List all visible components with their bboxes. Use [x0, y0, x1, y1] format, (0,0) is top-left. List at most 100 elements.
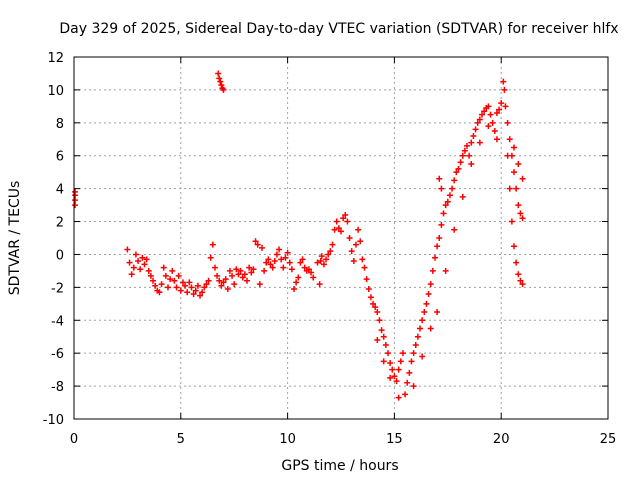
data-point [513, 259, 520, 266]
data-point [156, 289, 163, 296]
data-point [410, 383, 417, 390]
data-point [250, 266, 257, 273]
y-tick-label: -8 [51, 380, 64, 395]
data-point [427, 325, 434, 332]
data-point [352, 241, 359, 248]
data-point [316, 281, 323, 288]
data-point [207, 254, 214, 261]
y-tick-label: -10 [43, 413, 64, 428]
data-point [267, 261, 274, 268]
data-point [380, 358, 387, 365]
data-point [342, 211, 349, 218]
y-tick-label: -4 [51, 314, 64, 329]
data-point [317, 258, 324, 265]
data-point [233, 266, 240, 273]
data-point [402, 391, 409, 398]
x-axis-label: GPS time / hours [281, 458, 398, 474]
data-point [186, 279, 193, 286]
data-point [273, 251, 280, 258]
data-point [361, 264, 368, 271]
data-point [455, 165, 462, 172]
y-tick-label: 8 [56, 117, 64, 132]
data-point [446, 192, 453, 199]
data-point [335, 225, 342, 232]
data-point [517, 277, 524, 284]
data-point [513, 185, 520, 192]
data-point [164, 284, 171, 291]
data-point [370, 300, 377, 307]
data-point [340, 215, 347, 222]
data-point [395, 394, 402, 401]
data-point [489, 119, 496, 126]
data-point [179, 279, 186, 286]
data-point [177, 287, 184, 294]
data-point [453, 169, 460, 176]
data-point [252, 238, 259, 245]
data-point [457, 159, 464, 166]
data-point [501, 86, 508, 93]
data-point [130, 264, 137, 271]
data-point [508, 218, 515, 225]
grid-lines [74, 57, 608, 419]
data-point [376, 317, 383, 324]
data-point [393, 378, 400, 385]
data-point [217, 78, 224, 85]
data-point [496, 106, 503, 113]
data-point [280, 264, 287, 271]
data-point [269, 264, 276, 271]
data-point [190, 290, 197, 297]
y-tick-label: 4 [56, 183, 64, 198]
data-point [519, 281, 526, 288]
x-tick-label: 25 [600, 432, 617, 447]
data-point [220, 279, 227, 286]
data-point [367, 294, 374, 301]
data-point [209, 241, 216, 248]
plot-frame [73, 56, 609, 420]
data-point [504, 152, 511, 159]
data-point [384, 350, 391, 357]
data-point [241, 271, 248, 278]
data-point [414, 333, 421, 340]
data-point [137, 266, 144, 273]
data-point [438, 185, 445, 192]
data-point [515, 202, 522, 209]
data-point [500, 78, 507, 85]
chart-title: Day 329 of 2025, Sidereal Day-to-day VTE… [59, 21, 618, 37]
data-point [425, 290, 432, 297]
data-point [318, 253, 325, 260]
data-point [468, 139, 475, 146]
data-point [301, 264, 308, 271]
data-point [338, 228, 344, 235]
data-point [297, 259, 304, 266]
x-tick-label: 20 [493, 432, 510, 447]
data-point [410, 350, 417, 357]
data-point [310, 274, 317, 281]
data-point [308, 269, 315, 276]
data-point [365, 286, 372, 293]
x-tick-label: 5 [177, 432, 185, 447]
data-point [265, 256, 272, 263]
data-point [517, 210, 524, 217]
data-point [440, 210, 447, 217]
data-point [295, 274, 302, 281]
data-point [346, 235, 353, 241]
data-point [395, 366, 402, 373]
data-point [158, 281, 165, 288]
data-point [502, 103, 509, 110]
data-point [421, 309, 428, 316]
data-point [504, 119, 511, 126]
data-point [314, 259, 321, 266]
y-tick-label: -2 [51, 281, 64, 296]
data-point [474, 119, 481, 126]
data-point [461, 147, 468, 154]
data-point [286, 259, 293, 266]
data-point [288, 266, 295, 273]
data-point [323, 256, 330, 263]
x-tick-label: 10 [279, 432, 296, 447]
data-point [254, 241, 261, 248]
data-point [162, 272, 169, 279]
data-point [256, 281, 263, 288]
data-point [291, 286, 298, 293]
data-point [493, 109, 500, 116]
data-point [224, 286, 231, 293]
